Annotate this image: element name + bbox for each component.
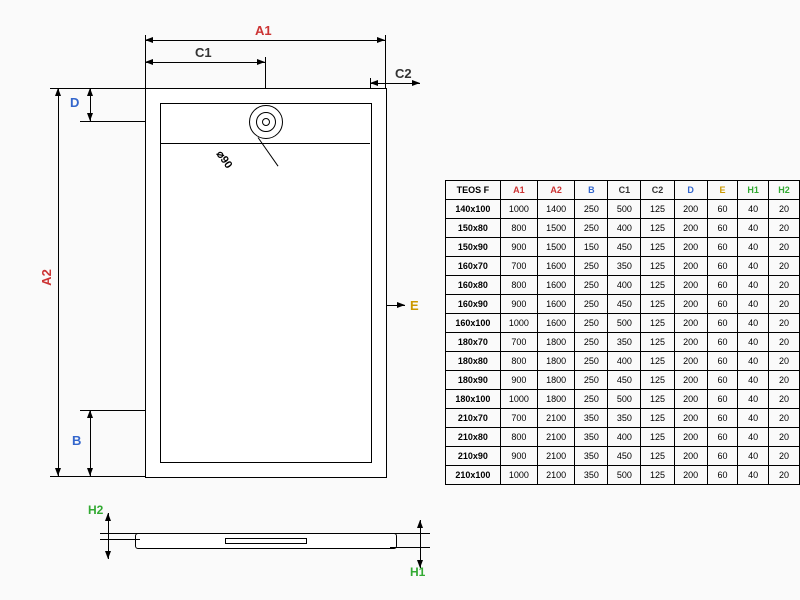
dim-h1: H1 <box>410 565 425 579</box>
table-header-D: D <box>674 181 707 200</box>
dim-e: E <box>410 298 419 313</box>
table-row: 180x909001800250450125200604020 <box>446 371 800 390</box>
table-header-TEOS F: TEOS F <box>446 181 501 200</box>
side-view <box>135 525 395 555</box>
dim-c2: C2 <box>395 66 412 81</box>
table-row: 150x909001500150450125200604020 <box>446 238 800 257</box>
dim-c1: C1 <box>195 45 212 60</box>
table-header-C2: C2 <box>641 181 674 200</box>
dim-b: B <box>72 433 81 448</box>
table-row: 180x10010001800250500125200604020 <box>446 390 800 409</box>
technical-drawing: A1 C1 C2 D A2 B E ⌀90 H2 H1 <box>20 15 440 585</box>
drain-circle <box>249 105 283 139</box>
table-header-H1: H1 <box>738 181 769 200</box>
table-row: 210x707002100350350125200604020 <box>446 409 800 428</box>
table-header-E: E <box>707 181 738 200</box>
table-header-B: B <box>575 181 608 200</box>
table-row: 210x10010002100350500125200604020 <box>446 466 800 485</box>
dimensions-table: TEOS FA1A2BC1C2DEH1H2140x100100014002505… <box>445 180 800 485</box>
table-header-H2: H2 <box>769 181 800 200</box>
dim-h2: H2 <box>88 503 103 517</box>
table-row: 210x909002100350450125200604020 <box>446 447 800 466</box>
table-header-C1: C1 <box>608 181 641 200</box>
table-row: 180x808001800250400125200604020 <box>446 352 800 371</box>
table-row: 180x707001800250350125200604020 <box>446 333 800 352</box>
dim-a2: A2 <box>39 269 54 286</box>
table-row: 160x808001600250400125200604020 <box>446 276 800 295</box>
table-row: 160x707001600250350125200604020 <box>446 257 800 276</box>
tray-inner-outline <box>160 103 372 463</box>
table-row: 160x10010001600250500125200604020 <box>446 314 800 333</box>
table-row: 140x10010001400250500125200604020 <box>446 200 800 219</box>
dim-a1: A1 <box>255 23 272 38</box>
table-row: 160x909001600250450125200604020 <box>446 295 800 314</box>
table-row: 210x808002100350400125200604020 <box>446 428 800 447</box>
table-header-A2: A2 <box>538 181 575 200</box>
table-header-A1: A1 <box>500 181 537 200</box>
table-row: 150x808001500250400125200604020 <box>446 219 800 238</box>
dim-d: D <box>70 95 79 110</box>
